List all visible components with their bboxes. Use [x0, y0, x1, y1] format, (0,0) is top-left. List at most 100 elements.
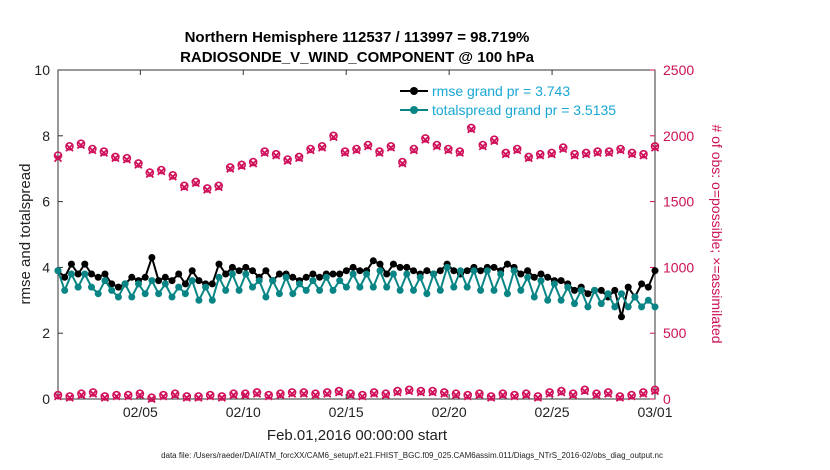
- data-point: [161, 280, 169, 288]
- obs-possible-marker: [229, 389, 238, 399]
- data-point: [363, 270, 371, 278]
- data-point: [249, 267, 256, 275]
- data-point: [161, 273, 169, 281]
- y-right-tick-label: 1000: [663, 259, 694, 275]
- obs-possible-marker: [329, 131, 338, 141]
- obs-assimilated-marker: [214, 182, 223, 192]
- data-point: [396, 286, 404, 294]
- data-point: [255, 277, 263, 285]
- data-point: [262, 267, 270, 275]
- obs-possible-marker: [352, 144, 361, 154]
- data-point: [108, 280, 116, 288]
- data-point: [510, 267, 518, 275]
- data-point: [530, 273, 538, 281]
- data-point: [503, 290, 511, 298]
- obs-assimilated-marker: [306, 146, 315, 155]
- data-point: [81, 270, 89, 278]
- obs-assimilated-marker: [627, 150, 637, 159]
- data-point: [195, 296, 203, 304]
- data-point: [604, 290, 612, 298]
- data-point: [457, 267, 464, 275]
- data-point: [88, 283, 95, 291]
- data-point: [550, 280, 558, 288]
- obs-possible-marker: [123, 390, 133, 400]
- obs-assimilated-marker: [157, 167, 166, 176]
- data-point: [188, 277, 196, 285]
- obs-possible-marker: [603, 388, 613, 397]
- series-obs-possible: [53, 123, 660, 193]
- obs-possible-marker: [252, 388, 262, 397]
- obs-possible-marker: [486, 392, 496, 401]
- data-point: [423, 267, 431, 275]
- obs-assimilated-marker: [112, 392, 121, 401]
- obs-assimilated-marker: [168, 172, 177, 181]
- series-obs-assimilated-low: [53, 386, 660, 404]
- obs-possible-marker: [521, 389, 531, 399]
- series-totalspread: [54, 263, 659, 311]
- data-point: [389, 260, 397, 268]
- obs-assimilated-marker: [264, 392, 273, 401]
- obs-assimilated-marker: [381, 390, 390, 400]
- data-point: [544, 296, 552, 304]
- obs-assimilated-marker: [593, 148, 602, 158]
- obs-assimilated-marker: [444, 146, 453, 155]
- obs-assimilated-marker: [432, 142, 442, 151]
- data-point: [296, 280, 303, 288]
- data-point: [416, 273, 424, 281]
- data-point: [215, 260, 223, 268]
- obs-possible-marker: [421, 134, 430, 143]
- obs-assimilated-marker: [135, 390, 145, 400]
- obs-assimilated-marker: [226, 164, 235, 173]
- data-point: [101, 277, 109, 285]
- obs-assimilated-marker: [194, 393, 203, 402]
- data-point: [651, 303, 659, 311]
- data-point: [128, 273, 136, 281]
- data-point: [289, 273, 297, 281]
- obs-possible-marker: [363, 140, 373, 150]
- data-point: [369, 257, 377, 265]
- data-point: [155, 277, 163, 285]
- data-point: [410, 286, 417, 294]
- obs-possible-marker: [334, 386, 344, 396]
- legend-rmse-label: rmse grand pr = 3.743: [432, 83, 570, 99]
- obs-possible-marker: [170, 389, 180, 399]
- data-point: [611, 303, 619, 311]
- obs-possible-marker: [463, 390, 473, 400]
- data-point: [61, 273, 69, 281]
- obs-assimilated-marker: [122, 155, 132, 164]
- obs-assimilated-marker: [490, 136, 499, 146]
- data-point: [54, 267, 62, 275]
- y-left-tick-label: 4: [42, 259, 50, 275]
- data-point: [638, 303, 646, 311]
- obs-assimilated-marker: [581, 150, 591, 159]
- data-point: [403, 270, 411, 278]
- obs-possible-marker: [639, 149, 648, 159]
- legend: rmse grand pr = 3.743 totalspread grand …: [396, 80, 652, 120]
- y-axis-left-label: rmse and totalspread: [17, 164, 34, 305]
- obs-possible-marker: [88, 388, 98, 397]
- obs-assimilated-marker: [53, 154, 63, 163]
- obs-assimilated-marker: [134, 160, 143, 169]
- obs-assimilated-marker: [405, 386, 414, 396]
- data-point: [88, 270, 95, 278]
- data-point: [336, 270, 344, 278]
- obs-assimilated-marker: [99, 148, 109, 158]
- obs-possible-marker: [112, 390, 121, 400]
- obs-assimilated-marker: [271, 151, 281, 160]
- obs-possible-marker: [501, 148, 511, 158]
- data-point: [67, 270, 75, 278]
- obs-possible-marker: [241, 389, 250, 399]
- obs-possible-marker: [248, 157, 258, 167]
- data-point: [517, 270, 525, 278]
- obs-assimilated-marker: [88, 389, 98, 398]
- data-point: [389, 270, 397, 278]
- obs-assimilated-marker: [65, 143, 74, 152]
- obs-assimilated-marker: [409, 146, 419, 155]
- obs-assimilated-marker: [111, 154, 120, 163]
- obs-possible-marker: [134, 159, 143, 168]
- obs-assimilated-marker: [416, 388, 426, 397]
- data-point: [128, 293, 136, 301]
- data-point: [463, 267, 471, 275]
- data-point: [242, 263, 250, 271]
- obs-possible-marker: [627, 148, 637, 158]
